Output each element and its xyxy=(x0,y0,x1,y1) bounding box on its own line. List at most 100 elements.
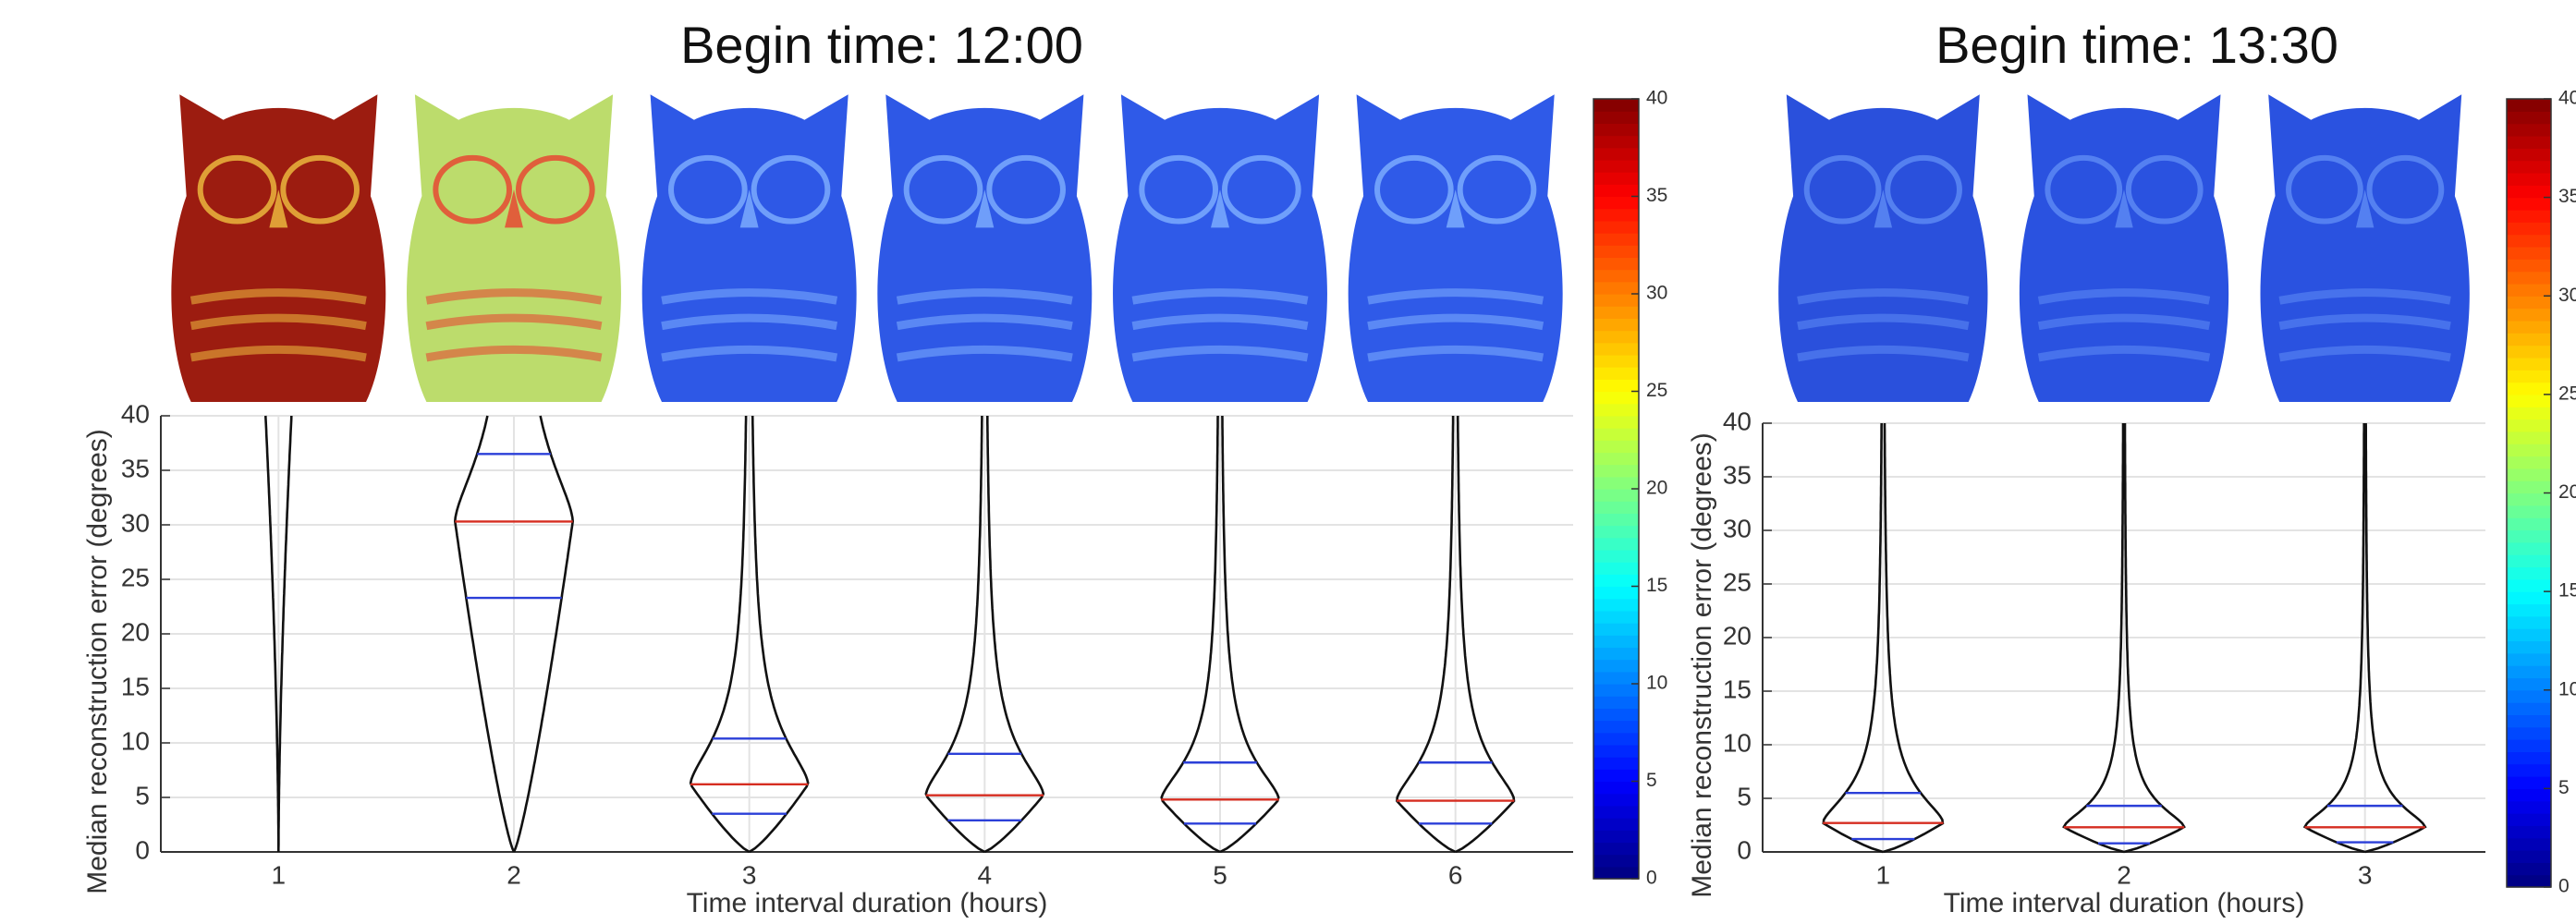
colorbar-band xyxy=(2507,640,2551,654)
colorbar-band xyxy=(1593,525,1639,539)
colorbar-band xyxy=(1593,574,1639,588)
y-tick-label: 5 xyxy=(135,781,150,809)
colorbar-band xyxy=(1593,610,1639,624)
colorbar-band xyxy=(2507,652,2551,666)
y-tick-label: 30 xyxy=(1723,514,1752,542)
colorbar-tick-label: 15 xyxy=(1646,575,1667,596)
owl-feathers xyxy=(2278,313,2451,331)
owl-beak xyxy=(2115,189,2133,228)
colorbar-band xyxy=(2507,160,2551,174)
colorbar-band xyxy=(2507,665,2551,679)
y-tick-label: 20 xyxy=(121,617,150,646)
colorbar-band xyxy=(1593,428,1639,441)
colorbar-band xyxy=(1593,208,1639,222)
colorbar-band xyxy=(1593,830,1639,844)
colorbar-band xyxy=(1593,99,1639,112)
violin-body xyxy=(453,415,575,853)
colorbar-band xyxy=(2507,185,2551,199)
colorbar-band xyxy=(2507,677,2551,691)
colorbar-band xyxy=(2507,800,2551,814)
x-tick-label: 3 xyxy=(742,860,757,889)
owl-feathers xyxy=(1131,288,1309,305)
colorbar-band xyxy=(2507,357,2551,371)
colorbar-band xyxy=(2507,837,2551,851)
colorbar-band xyxy=(2507,702,2551,716)
owl-eye xyxy=(1221,154,1301,225)
colorbar-band xyxy=(1593,403,1639,417)
colorbar-band xyxy=(2507,850,2551,863)
colorbar-tick-label: 0 xyxy=(1646,868,1657,889)
owl-eye xyxy=(1885,154,1962,225)
owl-feathers xyxy=(2037,345,2211,362)
x-tick-label: 5 xyxy=(1213,860,1227,889)
owl-beak xyxy=(1446,189,1465,228)
y-tick-label: 15 xyxy=(121,672,150,700)
owl-feathers xyxy=(189,345,367,362)
colorbar-band xyxy=(1593,172,1639,185)
colorbar-band xyxy=(2507,788,2551,802)
colorbar-band xyxy=(2507,222,2551,236)
x-tick-label: 3 xyxy=(2358,860,2373,889)
colorbar-band xyxy=(2507,505,2551,518)
colorbar-band xyxy=(1593,684,1639,697)
owl-feathers xyxy=(1797,313,1970,331)
owl-eye xyxy=(2125,154,2204,225)
owl-beak xyxy=(975,189,995,228)
colorbar-band xyxy=(2507,283,2551,297)
colorbar-band xyxy=(1593,647,1639,661)
colorbar-band xyxy=(2507,123,2551,137)
colorbar-band xyxy=(1593,732,1639,746)
colorbar-band xyxy=(1593,440,1639,454)
colorbar-band xyxy=(2507,345,2551,359)
owl-feathers xyxy=(2278,345,2451,362)
owl-beak xyxy=(505,189,523,228)
colorbar-band xyxy=(2507,541,2551,555)
colorbar-band xyxy=(1593,135,1639,149)
owl-eye xyxy=(197,154,277,225)
owl-eye xyxy=(668,154,748,225)
owl-eye xyxy=(2286,154,2363,225)
colorbar-tick-label: 30 xyxy=(1646,283,1667,304)
colorbar-band xyxy=(1593,464,1639,478)
x-tick-label: 2 xyxy=(2117,860,2131,889)
x-axis-label: Time interval duration (hours) xyxy=(687,888,1048,918)
colorbar-band xyxy=(2507,825,2551,839)
colorbar-tick-label: 20 xyxy=(2558,481,2576,503)
owl-feathers xyxy=(661,313,838,331)
violin-body xyxy=(689,415,810,854)
owl-feathers xyxy=(425,313,603,331)
owl-beak xyxy=(739,189,759,228)
colorbar-band xyxy=(1593,379,1639,393)
colorbar-band xyxy=(1593,769,1639,783)
owl-beak xyxy=(1874,189,1893,228)
violin-body xyxy=(2302,422,2427,854)
colorbar-band xyxy=(2507,99,2551,112)
colorbar-band xyxy=(1593,294,1639,307)
colorbar-tick-label: 5 xyxy=(2558,777,2570,798)
owl-eye xyxy=(2366,154,2445,225)
x-tick-label: 2 xyxy=(507,860,521,889)
colorbar-band xyxy=(1593,257,1639,271)
colorbar-band xyxy=(1593,757,1639,770)
owl-beak xyxy=(2355,189,2375,228)
owl-feathers xyxy=(896,288,1073,305)
colorbar-tick-label: 35 xyxy=(1646,185,1667,206)
colorbar-tick-label: 25 xyxy=(2558,383,2576,404)
colorbar-band xyxy=(2507,370,2551,383)
colorbar-band xyxy=(2507,862,2551,876)
y-tick-label: 15 xyxy=(1723,675,1752,703)
colorbar-band xyxy=(1593,220,1639,234)
colorbar-band xyxy=(1593,233,1639,246)
colorbar-band xyxy=(2507,689,2551,703)
colorbar-band xyxy=(2507,763,2551,777)
owl-beak xyxy=(1211,189,1229,228)
colorbar-band xyxy=(1593,318,1639,332)
colorbar-band xyxy=(2507,234,2551,248)
colorbar-band xyxy=(2507,197,2551,211)
x-tick-label: 1 xyxy=(1876,860,1891,889)
colorbar-tick-label: 30 xyxy=(2558,285,2576,306)
owl-feathers xyxy=(661,345,838,362)
x-axis-label: Time interval duration (hours) xyxy=(1944,888,2305,918)
y-tick-label: 25 xyxy=(121,563,150,591)
